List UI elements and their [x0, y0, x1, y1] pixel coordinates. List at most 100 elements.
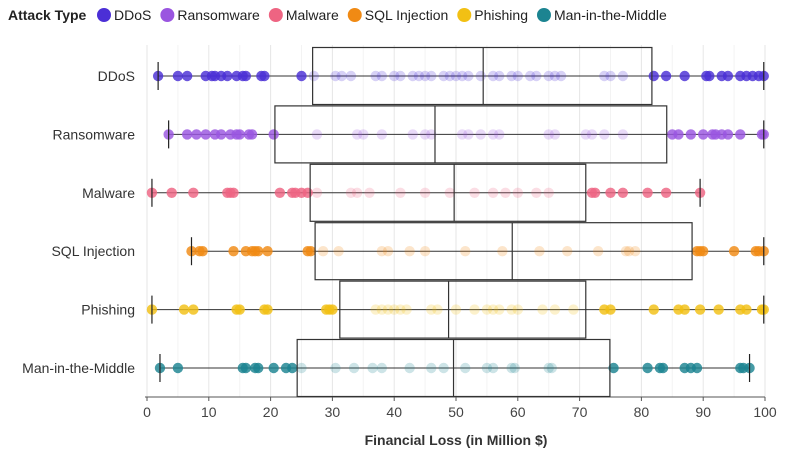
- data-point: [191, 129, 202, 140]
- box-iqr: [312, 46, 653, 106]
- data-point: [166, 187, 177, 198]
- legend: Attack Type DDoS Ransomware Malware SQL Inj…: [8, 7, 667, 23]
- data-point: [389, 70, 400, 82]
- data-point: [305, 246, 316, 257]
- legend-swatch: [536, 8, 551, 22]
- box-iqr: [309, 163, 587, 222]
- data-point: [345, 70, 357, 82]
- data-point: [370, 304, 381, 315]
- data-point: [188, 304, 199, 315]
- data-point: [506, 304, 517, 315]
- data-point: [178, 304, 190, 315]
- data-point: [605, 304, 616, 315]
- category-label: Phishing: [81, 302, 135, 318]
- data-point: [395, 187, 406, 198]
- data-point: [376, 70, 388, 82]
- legend-label: Malware: [286, 7, 339, 23]
- legend-swatch: [268, 8, 283, 22]
- legend-item: DDoS: [97, 7, 151, 23]
- data-point: [475, 129, 486, 140]
- legend-item: Malware: [268, 7, 339, 23]
- data-point: [262, 304, 273, 315]
- data-point: [188, 187, 199, 198]
- data-point: [395, 70, 406, 82]
- data-point: [351, 129, 363, 140]
- legend-swatch: [457, 8, 472, 22]
- data-point: [713, 304, 724, 315]
- data-point: [253, 246, 264, 257]
- data-point: [512, 70, 523, 82]
- data-point: [673, 129, 684, 140]
- x-tick-label: 0: [143, 404, 151, 420]
- data-point: [336, 70, 347, 82]
- data-point: [568, 304, 579, 315]
- data-point: [475, 70, 486, 82]
- x-tick-label: 80: [634, 404, 650, 420]
- data-point: [234, 304, 245, 315]
- data-point: [543, 70, 554, 82]
- data-point: [311, 187, 323, 198]
- category-label: Man-in-the-Middle: [22, 360, 135, 376]
- data-point: [599, 129, 610, 140]
- legend-label: SQL Injection: [365, 7, 449, 23]
- data-point: [426, 362, 437, 374]
- data-point: [240, 70, 252, 82]
- data-point: [549, 70, 561, 82]
- data-point: [549, 304, 561, 315]
- data-point: [426, 304, 437, 315]
- data-point: [494, 70, 505, 82]
- data-point: [605, 187, 616, 198]
- data-point: [679, 304, 690, 315]
- data-point: [494, 129, 505, 140]
- x-tick-label: 70: [572, 404, 588, 420]
- data-point: [444, 187, 456, 198]
- data-point: [463, 129, 474, 140]
- category-label: SQL Injection: [51, 243, 135, 259]
- data-points: [146, 70, 769, 374]
- data-point: [181, 129, 193, 140]
- data-point: [274, 187, 286, 198]
- category-label: DDoS: [98, 68, 135, 84]
- data-point: [642, 362, 653, 374]
- legend-swatch: [97, 8, 111, 22]
- data-point: [413, 70, 425, 82]
- data-point: [506, 70, 517, 82]
- data-point: [456, 70, 468, 82]
- data-point: [728, 246, 740, 257]
- data-point: [438, 362, 449, 374]
- legend-swatch: [347, 8, 362, 22]
- data-point: [534, 246, 545, 257]
- data-point: [456, 129, 468, 140]
- box-iqr: [314, 222, 693, 281]
- data-point: [181, 70, 193, 82]
- boxes: [151, 46, 765, 398]
- data-point: [617, 70, 629, 82]
- data-point: [555, 70, 567, 82]
- data-point: [450, 304, 462, 315]
- data-point: [620, 246, 632, 257]
- data-point: [562, 246, 573, 257]
- data-point: [444, 70, 456, 82]
- data-point: [648, 304, 659, 315]
- data-point: [469, 187, 480, 198]
- legend-item: Man-in-the-Middle: [536, 7, 667, 23]
- data-point: [487, 187, 499, 198]
- data-point: [302, 187, 313, 198]
- data-point: [469, 304, 480, 315]
- data-point: [296, 70, 307, 82]
- data-point: [228, 187, 239, 198]
- data-point: [660, 187, 672, 198]
- x-axis-title: Financial Loss (in Million $): [365, 432, 548, 448]
- data-point: [246, 129, 258, 140]
- category-label: Malware: [82, 185, 135, 201]
- data-point: [657, 362, 669, 374]
- data-point: [296, 362, 307, 374]
- legend-title: Attack Type: [8, 7, 87, 23]
- legend-label: Ransomware: [177, 7, 260, 23]
- data-point: [694, 304, 706, 315]
- category-labels: DDoS Ransomware Malware SQL Injection Phishi…: [22, 68, 135, 376]
- data-point: [370, 70, 381, 82]
- data-point: [401, 304, 412, 315]
- data-point: [200, 129, 211, 140]
- data-point: [262, 246, 273, 257]
